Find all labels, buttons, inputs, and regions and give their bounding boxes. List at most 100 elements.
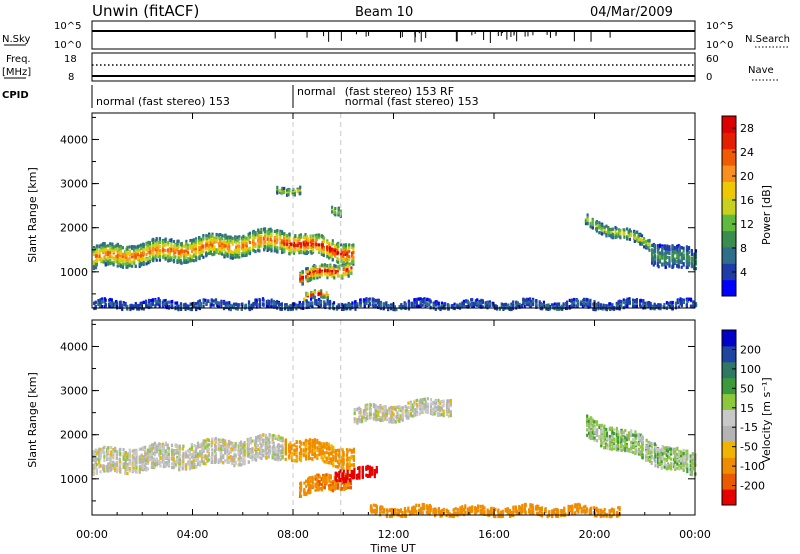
- power-cell: [177, 304, 180, 308]
- power-cell: [668, 256, 671, 260]
- power-cell: [648, 242, 651, 246]
- velocity-cell: [92, 463, 95, 467]
- power-cell: [342, 261, 346, 265]
- power-cell: [326, 252, 329, 257]
- power-cell: [689, 304, 693, 308]
- power-cell: [643, 237, 646, 241]
- power-cell: [104, 303, 107, 307]
- velocity-cell: [140, 467, 143, 471]
- power-cell: [687, 263, 691, 267]
- power-cell: [158, 299, 161, 303]
- power-cell: [224, 241, 227, 245]
- power-cell: [615, 301, 618, 305]
- power-cell: [205, 238, 208, 242]
- power-cell: [337, 303, 340, 307]
- power-cell: [147, 247, 150, 251]
- power-cell: [663, 303, 666, 307]
- power-cell: [263, 240, 267, 244]
- power-cell: [328, 247, 332, 251]
- power-cell: [254, 233, 257, 237]
- power-cell: [318, 272, 321, 276]
- power-cell: [128, 259, 131, 263]
- power-cell: [155, 302, 158, 306]
- power-cell: [419, 302, 422, 306]
- velocity-cell: [211, 437, 214, 441]
- power-cell: [272, 299, 276, 304]
- power-cell: [157, 251, 160, 255]
- power-cell: [462, 302, 465, 306]
- power-cell: [320, 252, 323, 256]
- velocity-cell: [182, 461, 185, 465]
- power-cell: [570, 299, 573, 303]
- velocity-cell: [103, 445, 106, 449]
- velocity-cell: [238, 446, 241, 450]
- power-cell: [356, 304, 359, 308]
- power-cell: [95, 250, 98, 254]
- power-cell: [522, 297, 525, 301]
- power-cell: [298, 234, 301, 238]
- velocity-cell: [114, 462, 117, 466]
- power-cell: [200, 245, 203, 250]
- power-cell: [168, 247, 171, 251]
- power-cell: [672, 245, 675, 249]
- power-cell: [595, 221, 598, 225]
- power-cell: [318, 275, 321, 279]
- velocity-cell: [119, 460, 122, 464]
- velocity-cell: [255, 445, 258, 450]
- power-cell: [682, 249, 685, 253]
- power-cell: [293, 192, 296, 196]
- power-cell: [245, 253, 248, 257]
- power-cell: [211, 253, 214, 257]
- power-cell: [270, 239, 273, 243]
- power-cell: [219, 244, 222, 248]
- velocity-cell: [126, 455, 129, 459]
- velocity-cell: [247, 444, 250, 448]
- power-cell: [651, 258, 654, 262]
- velocity-cell: [119, 467, 122, 471]
- power-cell: [241, 252, 244, 256]
- power-cell: [346, 259, 349, 263]
- power-cell: [611, 304, 614, 308]
- power-cell: [312, 293, 315, 297]
- power-cell: [326, 264, 329, 268]
- power-cell: [298, 187, 301, 191]
- power-cell: [390, 307, 393, 311]
- power-cell: [145, 258, 148, 262]
- power-cell: [128, 245, 131, 249]
- power-cell: [686, 299, 689, 303]
- velocity-cell: [222, 440, 225, 444]
- power-cell: [298, 251, 301, 255]
- power-cell: [636, 238, 639, 242]
- power-cell: [158, 304, 161, 308]
- power-heatmap: [92, 113, 698, 312]
- power-cell: [164, 301, 167, 306]
- power-cell: [318, 248, 321, 252]
- power-cell: [185, 255, 188, 259]
- power-cell: [224, 244, 227, 248]
- power-cell: [576, 299, 579, 303]
- velocity-cell: [257, 438, 260, 443]
- power-cell: [265, 301, 268, 305]
- power-cell: [372, 298, 375, 302]
- velocity-cell: [193, 465, 196, 469]
- power-cell: [589, 302, 592, 306]
- velocity-cell: [142, 462, 145, 466]
- power-cell: [279, 246, 282, 250]
- velocity-cell: [170, 462, 174, 466]
- velocity-cell: [238, 443, 241, 447]
- freq-tick-top: 18: [64, 54, 77, 65]
- velocity-cell: [193, 449, 196, 453]
- power-cell: [121, 307, 124, 311]
- velocity-cell: [153, 462, 157, 467]
- power-cell: [183, 244, 186, 248]
- power-cell: [313, 272, 316, 276]
- velocity-cell: [112, 466, 115, 470]
- power-cell: [372, 301, 375, 305]
- velocity-cell: [153, 453, 157, 457]
- velocity-cell: [103, 469, 106, 473]
- power-cell: [693, 260, 696, 264]
- power-cell: [183, 260, 186, 264]
- power-cell: [247, 237, 250, 242]
- power-cell: [337, 243, 340, 247]
